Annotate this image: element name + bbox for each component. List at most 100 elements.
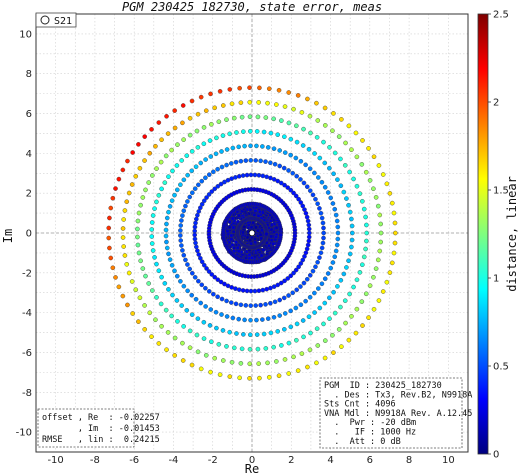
data-point	[201, 141, 207, 147]
data-point	[175, 142, 180, 147]
data-point	[166, 287, 171, 292]
data-point	[187, 345, 193, 351]
data-point	[156, 341, 162, 346]
data-point	[333, 212, 339, 218]
data-point	[207, 323, 213, 328]
data-point	[116, 284, 122, 290]
data-point	[222, 281, 227, 287]
data-point	[265, 145, 271, 150]
data-point	[293, 193, 299, 199]
data-point	[224, 344, 229, 349]
data-point	[199, 178, 205, 184]
data-point	[282, 104, 288, 109]
data-point	[338, 156, 343, 162]
data-point	[150, 213, 156, 218]
data-point	[236, 249, 241, 254]
stats-box: offset , Re : -0.02257 , Im : -0.01453RM…	[37, 408, 160, 448]
data-point	[376, 298, 382, 303]
data-point	[189, 149, 195, 154]
data-point	[313, 196, 318, 202]
data-point	[227, 374, 233, 379]
data-point	[275, 282, 281, 288]
data-point	[359, 162, 365, 167]
data-point	[133, 287, 139, 293]
data-point	[271, 146, 277, 152]
data-point	[260, 173, 266, 179]
data-point	[276, 373, 282, 379]
data-point	[252, 236, 258, 242]
data-point	[233, 159, 239, 165]
data-point	[163, 307, 169, 313]
data-point	[321, 235, 326, 241]
data-point	[247, 332, 253, 338]
data-point	[294, 287, 299, 293]
data-point	[169, 198, 175, 203]
data-point	[230, 242, 235, 248]
data-point	[285, 185, 291, 190]
data-point	[263, 302, 268, 307]
data-point	[328, 265, 334, 271]
data-point	[189, 362, 195, 368]
data-point	[142, 134, 148, 139]
data-point	[282, 327, 287, 332]
data-point	[203, 108, 209, 113]
data-point	[249, 255, 255, 260]
data-point	[170, 168, 175, 174]
x-tick-labels: -10 -8 -6 -4 -2 0 2 4 6 8 10	[47, 455, 454, 466]
data-point	[228, 161, 234, 166]
data-point	[307, 188, 313, 193]
data-point	[233, 286, 238, 291]
data-point	[248, 241, 254, 246]
data-point	[152, 206, 157, 211]
data-point	[371, 306, 377, 312]
data-point	[184, 308, 190, 313]
colorbar	[477, 13, 489, 455]
data-point	[359, 299, 365, 304]
data-point	[147, 310, 153, 316]
data-point	[106, 225, 112, 231]
data-point	[263, 115, 269, 120]
data-point	[291, 270, 296, 276]
data-point	[142, 303, 147, 308]
data-point	[190, 190, 195, 196]
data-point	[290, 290, 296, 296]
data-point	[393, 230, 398, 236]
data-point	[343, 140, 348, 146]
data-point	[172, 268, 177, 274]
legend: S21	[35, 12, 77, 28]
data-point	[367, 283, 373, 288]
data-point	[192, 186, 198, 191]
data-point	[346, 337, 352, 343]
data-point	[234, 331, 239, 336]
data-point	[156, 192, 162, 198]
data-point	[261, 129, 267, 135]
data-point	[268, 130, 274, 136]
data-point	[363, 291, 369, 297]
data-point	[306, 234, 312, 240]
data-point	[347, 291, 352, 297]
data-point	[243, 303, 249, 308]
data-point	[271, 116, 276, 122]
data-point	[322, 355, 328, 361]
data-point	[240, 288, 246, 293]
data-point	[219, 312, 224, 317]
data-point	[227, 87, 233, 92]
data-point	[347, 251, 353, 257]
data-point	[201, 262, 207, 268]
data-point	[198, 366, 204, 372]
data-point	[258, 302, 263, 308]
data-point	[260, 287, 266, 293]
data-point	[185, 262, 190, 267]
data-point	[195, 349, 201, 355]
data-point	[335, 177, 340, 182]
data-point	[276, 87, 282, 93]
colorbar-label: distance, linear	[505, 176, 519, 292]
data-point	[164, 245, 170, 251]
x-tick-label: 10	[442, 455, 455, 466]
y-tick-label: 6	[26, 109, 32, 120]
data-point	[181, 177, 187, 183]
y-tick-label: -2	[22, 268, 32, 279]
data-point	[146, 180, 151, 185]
data-point	[201, 319, 207, 325]
